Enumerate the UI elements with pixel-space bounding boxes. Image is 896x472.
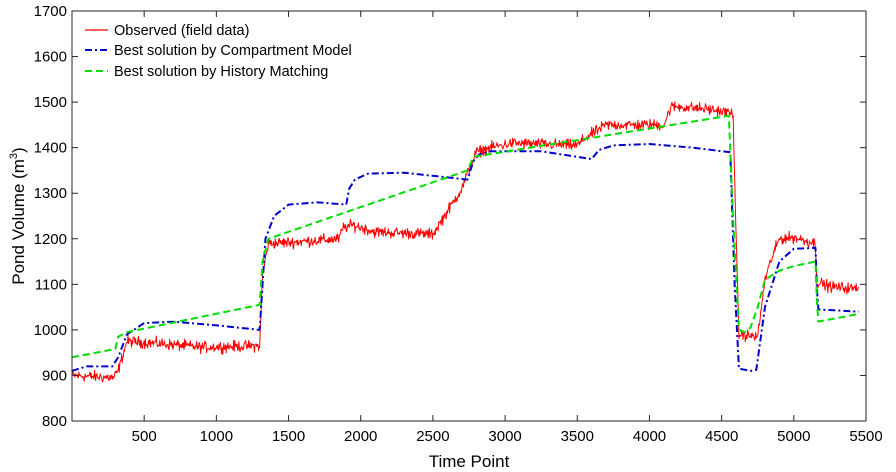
y-axis-label-sup: 3 — [8, 153, 20, 159]
x-tick-label: 3500 — [561, 428, 594, 445]
legend: Observed (field data) Best solution by C… — [85, 23, 352, 80]
legend-label-compartment: Best solution by Compartment Model — [114, 43, 352, 59]
x-tick-label: 4000 — [633, 428, 666, 445]
series-line-compartment-model — [71, 143, 859, 372]
legend-label-observed: Observed (field data) — [114, 23, 249, 39]
y-tick-label: 800 — [42, 413, 67, 430]
axis-ticks: 500 1000 1500 2000 2500 3000 3500 4000 4500 5000 5… — [34, 3, 883, 445]
x-tick-label: 3000 — [488, 428, 521, 445]
y-tick-label: 1400 — [34, 140, 67, 157]
legend-label-history: Best solution by History Matching — [114, 64, 328, 80]
x-tick-label: 5000 — [777, 428, 810, 445]
series-line-observed — [71, 101, 859, 383]
x-tick-label: 2500 — [416, 428, 449, 445]
x-tick-label: 4500 — [705, 428, 738, 445]
y-axis-label-main: Pond Volume (m — [9, 159, 28, 285]
x-tick-label: 500 — [132, 428, 157, 445]
x-tick-label: 1500 — [272, 428, 305, 445]
y-tick-label: 1700 — [34, 3, 67, 20]
y-axis-label: Pond Volume (m3) — [8, 147, 28, 284]
plot-frame — [71, 10, 867, 422]
x-axis-label: Time Point — [429, 452, 510, 471]
y-tick-label: 1000 — [34, 322, 67, 339]
x-tick-label: 5500 — [849, 428, 882, 445]
y-tick-label: 1200 — [34, 231, 67, 248]
series-line-history-matching — [71, 114, 859, 359]
y-tick-label: 1300 — [34, 185, 67, 202]
x-tick-label: 2000 — [344, 428, 377, 445]
y-axis-label-close: ) — [9, 147, 28, 153]
x-tick-label: 1000 — [200, 428, 233, 445]
y-tick-label: 1500 — [34, 94, 67, 111]
y-tick-label: 1600 — [34, 49, 67, 66]
y-tick-label: 900 — [42, 367, 67, 384]
series-layer — [71, 101, 859, 383]
y-tick-label: 1100 — [35, 276, 67, 293]
